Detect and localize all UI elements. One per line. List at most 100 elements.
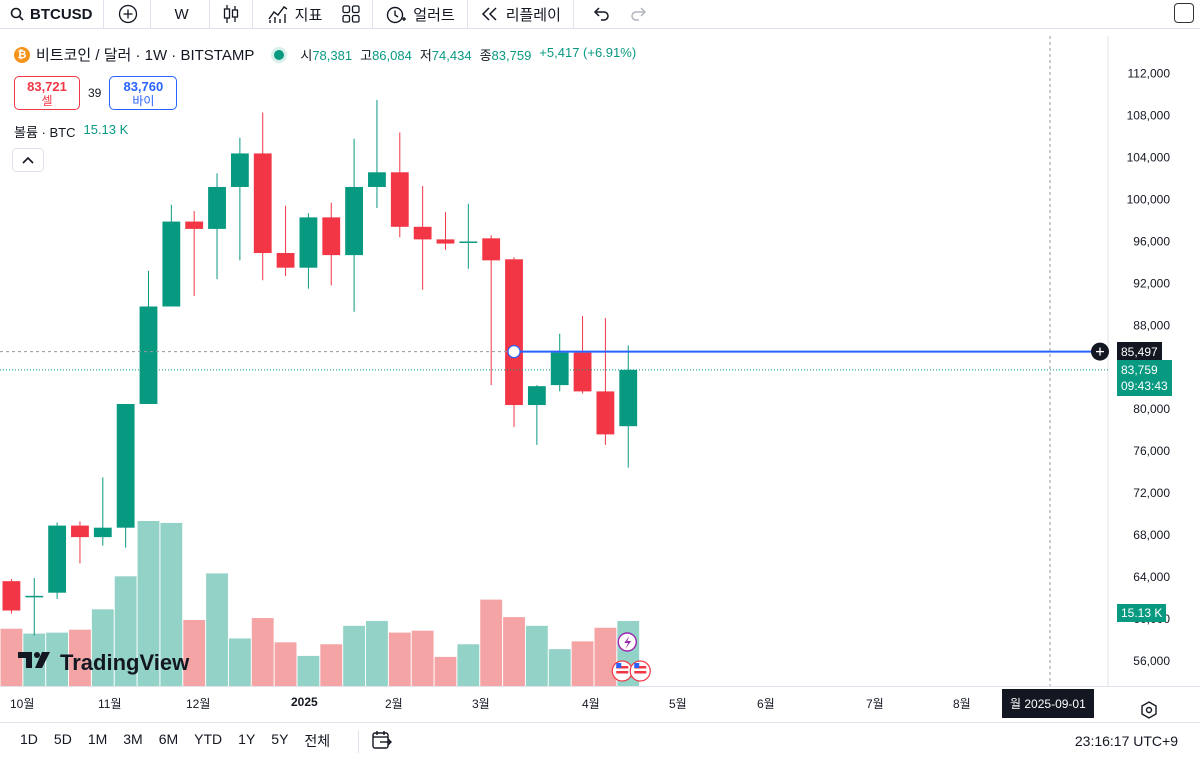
- candle-body: [48, 525, 67, 593]
- volume-bar: [114, 576, 137, 686]
- range-all[interactable]: 전체: [304, 733, 331, 749]
- candle-body: [230, 153, 249, 187]
- replay-button[interactable]: 리플레이: [468, 0, 574, 28]
- price-tick-label: 100,000: [1127, 193, 1171, 207]
- time-axis[interactable]: 10월 11월 12월 2025 2월 3월 4월 5월 6월 7월 8월 월 …: [0, 686, 1200, 719]
- change-value: +5,417 (+6.91%): [539, 45, 637, 60]
- flag-canton: [616, 663, 622, 668]
- crosshair-price-tag: 85,497: [1117, 341, 1162, 362]
- range-5d[interactable]: 5D: [53, 731, 72, 747]
- candle-body: [619, 369, 638, 427]
- volume-bar: [594, 627, 617, 686]
- interval-button[interactable]: W: [151, 0, 210, 28]
- chevron-up-icon: [22, 151, 34, 169]
- legend-title[interactable]: 비트코인 / 달러 · 1W · BITSTAMP: [36, 47, 255, 64]
- indicators-button[interactable]: 지표: [253, 0, 335, 28]
- candle-body: [139, 306, 158, 404]
- indicators-chart-icon: [267, 4, 289, 24]
- redo-button[interactable]: [620, 0, 658, 28]
- volume-bar: [23, 633, 46, 686]
- range-5y[interactable]: 5Y: [271, 731, 289, 747]
- candle-body: [299, 217, 318, 268]
- candle-body: [413, 226, 432, 240]
- volume-price-tag: 15.13 K: [1117, 604, 1167, 622]
- market-status-icon[interactable]: [274, 49, 285, 60]
- interval-label: W: [174, 5, 189, 23]
- low-value: 74,434: [431, 48, 472, 63]
- candle-body: [2, 581, 21, 611]
- tradingview-logo[interactable]: TradingView: [18, 650, 189, 676]
- time-label: 3월: [472, 697, 490, 711]
- undo-button[interactable]: [574, 0, 620, 28]
- high-value: 86,084: [372, 48, 412, 63]
- clock-timezone[interactable]: 23:16:17 UTC+9: [1074, 733, 1178, 749]
- chart-pane[interactable]: 112,000 108,000 104,000 100,000 96,000 92,000…: [0, 36, 1200, 686]
- volume-bar: [525, 625, 548, 686]
- candle-body: [25, 595, 44, 598]
- candle-body: [459, 241, 478, 243]
- range-3m[interactable]: 3M: [123, 731, 143, 747]
- top-toolbar: BTCUSD W 지표 얼러트 리플레이: [0, 0, 1200, 29]
- alert-button[interactable]: 얼러트: [373, 0, 468, 28]
- time-label: 11월: [98, 697, 122, 711]
- spread-value: 39: [88, 86, 102, 100]
- candlestick-icon: [222, 4, 240, 24]
- candle-body: [322, 217, 341, 256]
- volume-bar: [183, 620, 206, 686]
- flag-stripe: [616, 666, 629, 669]
- add-circle-icon: [118, 4, 138, 24]
- price-chart[interactable]: 112,000 108,000 104,000 100,000 96,000 92,000…: [0, 36, 1200, 686]
- range-6m[interactable]: 6M: [158, 731, 179, 747]
- candle-body: [390, 172, 409, 227]
- price-tick-label: 108,000: [1127, 109, 1171, 123]
- sell-button[interactable]: 83,721 셀: [14, 76, 80, 110]
- goto-date-button[interactable]: [358, 729, 393, 753]
- volume-bar: [297, 655, 320, 686]
- volume-bar: [206, 573, 228, 686]
- volume-bar: [274, 642, 297, 686]
- open-label: 시: [300, 48, 313, 63]
- layouts-button[interactable]: [334, 0, 374, 28]
- time-label-year: 2025: [291, 695, 318, 709]
- volume-bar: [343, 625, 366, 686]
- chart-type-button[interactable]: [210, 0, 253, 28]
- indicators-label: 지표: [294, 6, 323, 24]
- last-price: 83,759: [1121, 362, 1158, 377]
- candle-body: [116, 403, 135, 528]
- collapse-legend-button[interactable]: [12, 148, 44, 172]
- candle-body: [276, 253, 295, 268]
- sell-price: 83,721: [27, 79, 67, 94]
- price-tick-label: 88,000: [1133, 318, 1170, 332]
- volume-label: 볼륨 · BTC: [14, 125, 76, 140]
- trade-buttons: 83,721 셀 39 83,760 바이: [14, 76, 178, 110]
- candle-body: [482, 238, 501, 261]
- low-label: 저: [419, 48, 432, 63]
- ohlc-values: 시78,381 고86,084 저74,434 종83,759 +5,417 (…: [300, 45, 636, 64]
- alert-label: 얼러트: [413, 6, 455, 24]
- replay-label: 리플레이: [505, 6, 561, 24]
- volume-bar: [0, 628, 23, 686]
- symbol-name: BTCUSD: [30, 5, 93, 23]
- symbol-search[interactable]: BTCUSD: [0, 0, 104, 28]
- volume-bar: [69, 629, 91, 686]
- range-1d[interactable]: 1D: [20, 731, 38, 747]
- bar-countdown: 09:43:43: [1121, 378, 1168, 393]
- buy-button[interactable]: 83,760 바이: [109, 76, 178, 110]
- search-icon: [10, 7, 24, 21]
- bitcoin-icon: ₿: [14, 46, 30, 63]
- buy-price: 83,760: [123, 79, 164, 94]
- volume-legend[interactable]: 볼륨 · BTC 15.13 K: [14, 122, 128, 141]
- compare-button[interactable]: [104, 0, 151, 28]
- range-1y[interactable]: 1Y: [238, 731, 256, 747]
- candle-body: [436, 239, 455, 244]
- candle-body: [368, 172, 386, 187]
- volume-bar: [251, 618, 274, 686]
- close-label: 종: [479, 48, 492, 63]
- range-1m[interactable]: 1M: [87, 731, 108, 747]
- range-ytd[interactable]: YTD: [194, 731, 223, 747]
- replay-rewind-icon: [480, 6, 500, 22]
- price-tick-label: 112,000: [1128, 67, 1171, 81]
- time-label: 12월: [186, 697, 211, 711]
- fullscreen-button[interactable]: [1174, 3, 1194, 23]
- candle-body: [345, 186, 364, 256]
